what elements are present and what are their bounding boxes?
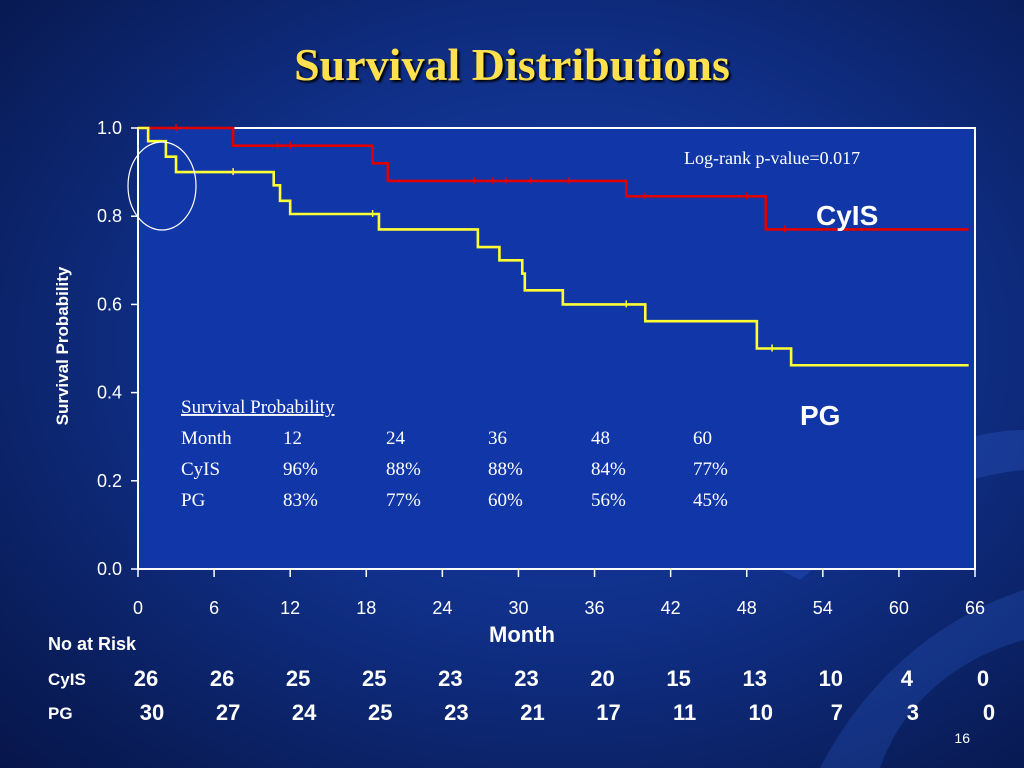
x-tick-label: 60	[889, 598, 909, 618]
table-cell: PG	[181, 490, 206, 511]
at-risk-label-cyis: CyIS	[48, 670, 86, 689]
series-layer	[138, 124, 969, 367]
table-cell: 83%	[283, 490, 318, 511]
at-risk-value: 10	[818, 666, 844, 691]
survival-table: Survival Probability Month 12 24 36 48 60 CyIS…	[181, 397, 728, 511]
y-axis-title: Survival Probability	[53, 266, 72, 425]
y-tick-label: 0.8	[97, 206, 122, 226]
at-risk-value: 15	[666, 666, 691, 691]
slide-title: Survival Distributions	[294, 39, 730, 90]
x-tick-label: 66	[965, 598, 985, 618]
at-risk-value: 3	[906, 700, 920, 725]
at-risk-value: 25	[362, 666, 387, 691]
y-tick-label: 0.6	[97, 294, 122, 314]
at-risk-value: 21	[520, 700, 545, 725]
at-risk-value: 23	[438, 666, 463, 691]
series-label-cyis: CyIS	[816, 200, 878, 231]
at-risk-value: 20	[590, 666, 615, 691]
x-tick-label: 30	[508, 598, 528, 618]
table-cell: 56%	[591, 490, 626, 511]
table-cell: 77%	[386, 490, 421, 511]
table-title: Survival Probability	[181, 397, 335, 418]
at-risk-value: 13	[742, 666, 767, 691]
highlight-circle	[127, 141, 197, 231]
at-risk-value: 24	[291, 700, 317, 725]
at-risk-value: 26	[209, 666, 235, 691]
x-tick-label: 42	[661, 598, 681, 618]
table-cell: 60%	[488, 490, 523, 511]
at-risk-value: 25	[368, 700, 393, 725]
x-tick-label: 0	[133, 598, 143, 618]
y-tick-label: 1.0	[97, 118, 122, 138]
at-risk-value: 30	[139, 700, 165, 725]
series-label-pg: PG	[800, 400, 840, 431]
x-tick-label: 12	[280, 598, 300, 618]
log-rank-annotation: Log-rank p-value=0.017	[684, 148, 860, 168]
at-risk-value: 0	[976, 666, 990, 691]
table-header-cell: 48	[591, 428, 610, 449]
table-header-cell: 60	[693, 428, 712, 449]
at-risk-value: 25	[285, 666, 311, 691]
at-risk-value: 23	[444, 700, 469, 725]
x-tick-label: 18	[356, 598, 376, 618]
y-axis: 0.0 0.2 0.4 0.6 0.8 1.0	[97, 118, 138, 579]
x-axis: 0 6 12 18 24 30 36 42 48 54 60 66	[133, 569, 985, 618]
plot-frame	[137, 127, 976, 570]
at-risk-value: 7	[830, 700, 843, 725]
table-cell: 96%	[283, 459, 318, 480]
at-risk-value: 10	[748, 700, 773, 725]
at-risk-value: 26	[133, 666, 159, 691]
at-risk-label-pg: PG	[48, 704, 73, 723]
table-cell: 84%	[591, 459, 626, 480]
x-tick-label: 24	[432, 598, 452, 618]
y-tick-label: 0.4	[97, 383, 122, 403]
table-header-cell: 24	[386, 428, 406, 449]
x-tick-label: 6	[209, 598, 219, 618]
at-risk-value: 23	[514, 666, 539, 691]
plot-area	[137, 127, 976, 570]
series-line-pg	[138, 126, 969, 367]
y-tick-label: 0.2	[97, 471, 122, 491]
x-tick-label: 36	[585, 598, 605, 618]
table-header-cell: 36	[488, 428, 507, 449]
table-header-cell: Month	[181, 428, 232, 449]
at-risk-title: No at Risk	[48, 634, 137, 654]
at-risk-value: 0	[982, 700, 996, 725]
at-risk-value: 17	[596, 700, 621, 725]
series-line-cyis	[138, 126, 969, 231]
x-tick-label: 54	[813, 598, 833, 618]
table-cell: 88%	[386, 459, 421, 480]
x-tick-label: 48	[737, 598, 757, 618]
table-cell: 88%	[488, 459, 523, 480]
x-axis-title: Month	[489, 622, 555, 647]
at-risk-value: 4	[900, 666, 914, 691]
table-cell: 77%	[693, 459, 728, 480]
table-cell: CyIS	[181, 459, 220, 480]
y-tick-label: 0.0	[97, 559, 122, 579]
slide-number: 16	[954, 730, 970, 746]
table-header-cell: 12	[283, 428, 302, 449]
table-cell: 45%	[693, 490, 728, 511]
at-risk-value: 11	[672, 700, 697, 725]
at-risk-value: 27	[215, 700, 241, 725]
